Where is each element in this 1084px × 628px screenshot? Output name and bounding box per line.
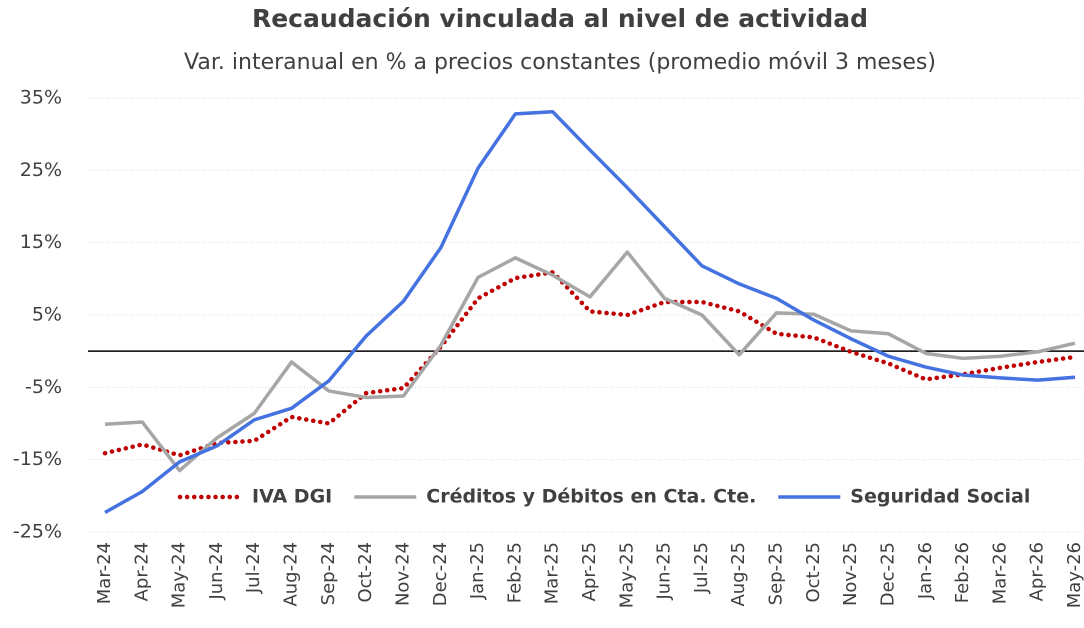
x-tick-label: Feb-25	[504, 542, 525, 603]
x-tick-label: Apr-24	[131, 542, 152, 601]
x-tick-label: Apr-26	[1027, 542, 1048, 601]
y-tick-label: -25%	[13, 521, 62, 543]
x-tick-label: Jul-25	[691, 542, 712, 594]
y-tick-label: 25%	[20, 159, 62, 181]
y-tick-label: -5%	[25, 376, 62, 398]
x-tick-label: Dec-25	[877, 542, 898, 606]
x-tick-label: May-25	[616, 542, 637, 608]
series-line	[102, 269, 1078, 458]
x-tick-label: Aug-24	[281, 542, 302, 607]
x-tick-label: Mar-25	[542, 542, 563, 604]
x-tick-label: Oct-25	[803, 542, 824, 603]
x-tick-label: Nov-25	[840, 542, 861, 606]
x-tick-label: May-24	[169, 542, 190, 608]
chart-title: Recaudación vinculada al nivel de activi…	[252, 4, 868, 33]
x-tick-label: Feb-26	[952, 542, 973, 603]
x-tick-label: May-26	[1064, 542, 1084, 608]
series-line	[104, 250, 1076, 473]
x-tick-label: Dec-24	[430, 542, 451, 606]
series-line	[104, 109, 1076, 514]
x-tick-label: Nov-24	[392, 542, 413, 606]
x-tick-label: Jan-25	[467, 542, 488, 600]
x-tick-label: Sep-24	[318, 542, 339, 605]
y-tick-label: 5%	[32, 304, 62, 326]
x-tick-label: Aug-25	[728, 542, 749, 607]
x-tick-label: Apr-25	[579, 542, 600, 601]
chart-subtitle: Var. interanual en % a precios constante…	[184, 50, 936, 75]
x-tick-label: Jun-25	[654, 542, 675, 601]
x-tick-label: Jun-24	[206, 542, 227, 601]
legend-label: Créditos y Débitos en Cta. Cte.	[426, 486, 756, 508]
x-tick-label: Mar-26	[989, 542, 1010, 604]
y-tick-label: 15%	[20, 231, 62, 253]
y-tick-label: -15%	[13, 448, 62, 470]
x-tick-label: Jul-24	[243, 542, 264, 594]
legend-label: Seguridad Social	[850, 486, 1030, 508]
x-tick-label: Mar-24	[94, 542, 115, 604]
legend-label: IVA DGI	[252, 486, 332, 508]
x-tick-label: Oct-24	[355, 542, 376, 603]
y-tick-label: 35%	[20, 87, 62, 109]
x-tick-label: Jan-26	[915, 542, 936, 600]
x-tick-label: Sep-25	[766, 542, 787, 605]
